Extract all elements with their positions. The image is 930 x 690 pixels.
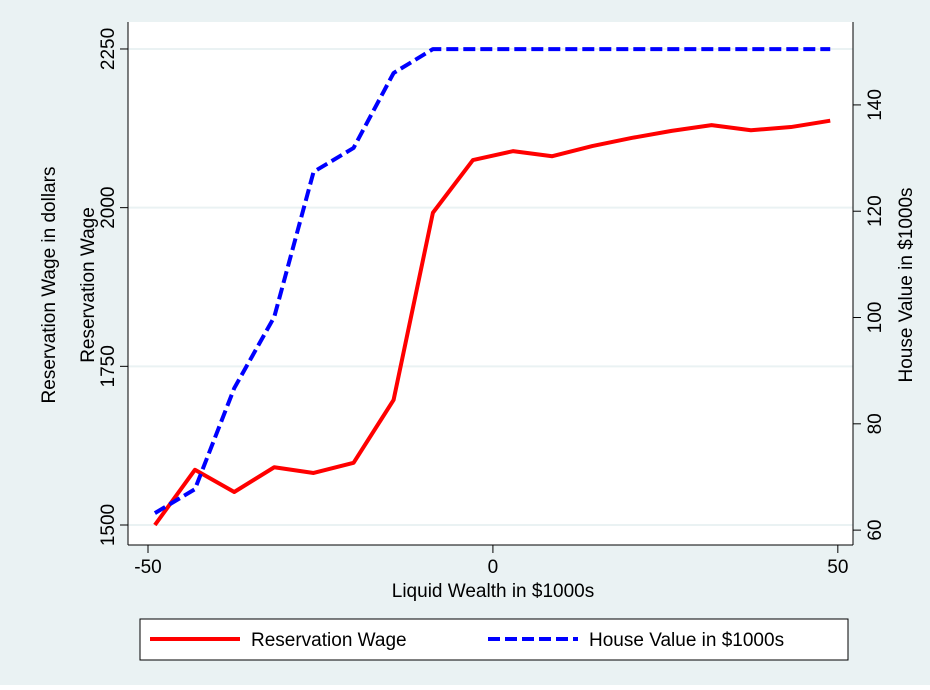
y2-tick-label: 80 (865, 413, 886, 434)
x-tick-label: 50 (827, 557, 848, 578)
y2-tick-label: 140 (865, 89, 886, 121)
y2-tick-label: 60 (865, 520, 886, 541)
y2-axis-title: House Value in $1000s (896, 187, 917, 382)
y-tick-label: 2000 (98, 187, 119, 229)
y2-tick-label: 100 (865, 302, 886, 334)
y-tick-label: 1750 (98, 345, 119, 387)
y-axis-title: Reservation Wage in dollars (39, 167, 60, 404)
y-tick-label: 1500 (98, 504, 119, 546)
line-series (153, 47, 831, 515)
legend-label: Reservation Wage (251, 630, 407, 651)
legend-label: House Value in $1000s (589, 630, 784, 651)
plot-area (128, 22, 853, 545)
line-series (153, 118, 831, 527)
x-axis-title: Liquid Wealth in $1000s (392, 581, 594, 602)
y-axis-title: Reservation Wage (78, 207, 99, 363)
x-tick-label: -50 (134, 557, 161, 578)
y2-tick-label: 120 (865, 195, 886, 227)
x-tick-label: 0 (488, 557, 499, 578)
y-tick-label: 2250 (98, 28, 119, 70)
